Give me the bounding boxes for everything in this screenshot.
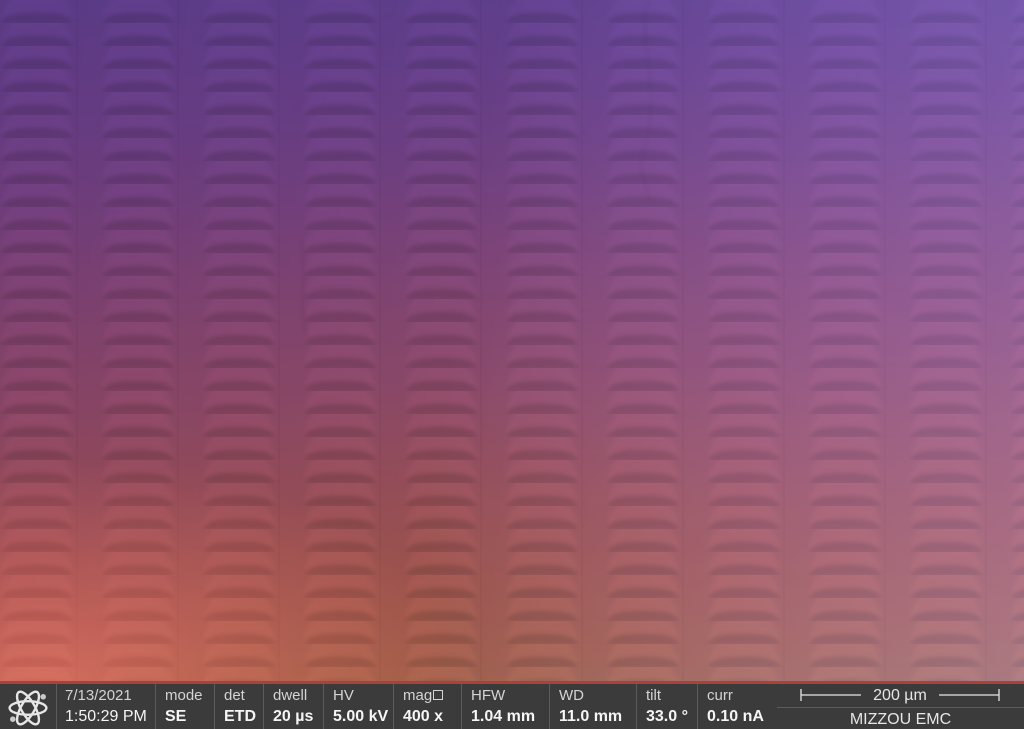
svg-text:200 µm: 200 µm <box>873 687 927 704</box>
